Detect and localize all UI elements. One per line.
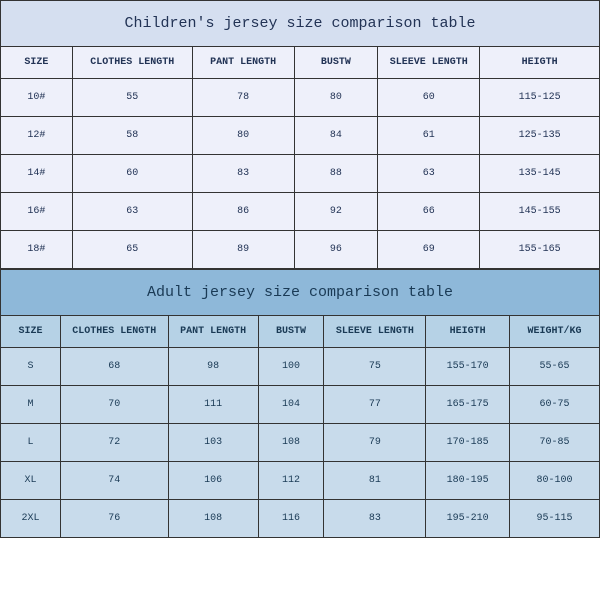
children-cell: 96 (294, 231, 378, 269)
adult-cell: 55-65 (510, 348, 600, 386)
children-cell: 12# (1, 117, 73, 155)
adult-header-row: SIZECLOTHES LENGTHPANT LENGTHBUSTWSLEEVE… (1, 316, 600, 348)
table-row: 10#55788060115-125 (1, 79, 600, 117)
children-title: Children's jersey size comparison table (1, 1, 600, 47)
adult-cell: 116 (258, 500, 324, 538)
children-cell: 18# (1, 231, 73, 269)
adult-cell: 180-195 (426, 462, 510, 500)
table-row: 18#65899669155-165 (1, 231, 600, 269)
adult-cell: 165-175 (426, 386, 510, 424)
adult-cell: 70-85 (510, 424, 600, 462)
children-header-cell: PANT LENGTH (192, 47, 294, 79)
adult-cell: 170-185 (426, 424, 510, 462)
table-row: S689810075155-17055-65 (1, 348, 600, 386)
children-cell: 60 (72, 155, 192, 193)
adult-header-cell: WEIGHT/KG (510, 316, 600, 348)
adult-cell: 76 (60, 500, 168, 538)
children-cell: 63 (72, 193, 192, 231)
children-cell: 60 (378, 79, 480, 117)
children-cell: 89 (192, 231, 294, 269)
children-cell: 58 (72, 117, 192, 155)
children-cell: 80 (294, 79, 378, 117)
children-cell: 14# (1, 155, 73, 193)
children-cell: 84 (294, 117, 378, 155)
adult-header-cell: SLEEVE LENGTH (324, 316, 426, 348)
children-header-cell: CLOTHES LENGTH (72, 47, 192, 79)
children-cell: 80 (192, 117, 294, 155)
adult-header-cell: CLOTHES LENGTH (60, 316, 168, 348)
table-row: 2XL7610811683195-21095-115 (1, 500, 600, 538)
children-cell: 86 (192, 193, 294, 231)
adult-cell: 106 (168, 462, 258, 500)
table-row: L7210310879170-18570-85 (1, 424, 600, 462)
adult-cell: 155-170 (426, 348, 510, 386)
adult-cell: 60-75 (510, 386, 600, 424)
table-row: M7011110477165-17560-75 (1, 386, 600, 424)
children-header-row: SIZECLOTHES LENGTHPANT LENGTHBUSTWSLEEVE… (1, 47, 600, 79)
adult-title-row: Adult jersey size comparison table (1, 270, 600, 316)
table-row: XL7410611281180-19580-100 (1, 462, 600, 500)
children-cell: 63 (378, 155, 480, 193)
adult-cell: 112 (258, 462, 324, 500)
adult-cell: 95-115 (510, 500, 600, 538)
adult-cell: 80-100 (510, 462, 600, 500)
adult-cell: 111 (168, 386, 258, 424)
adult-cell: 98 (168, 348, 258, 386)
table-row: 16#63869266145-155 (1, 193, 600, 231)
children-cell: 16# (1, 193, 73, 231)
adult-cell: 103 (168, 424, 258, 462)
children-cell: 65 (72, 231, 192, 269)
adult-cell: 100 (258, 348, 324, 386)
adult-cell: XL (1, 462, 61, 500)
children-cell: 10# (1, 79, 73, 117)
children-size-table: Children's jersey size comparison table … (0, 0, 600, 269)
children-cell: 88 (294, 155, 378, 193)
children-cell: 125-135 (480, 117, 600, 155)
adult-header-cell: BUSTW (258, 316, 324, 348)
adult-cell: 195-210 (426, 500, 510, 538)
children-cell: 155-165 (480, 231, 600, 269)
children-header-cell: BUSTW (294, 47, 378, 79)
adult-size-table: Adult jersey size comparison table SIZEC… (0, 269, 600, 538)
adult-cell: 108 (168, 500, 258, 538)
children-cell: 83 (192, 155, 294, 193)
children-header-cell: HEIGTH (480, 47, 600, 79)
children-cell: 145-155 (480, 193, 600, 231)
adult-cell: 83 (324, 500, 426, 538)
adult-cell: 2XL (1, 500, 61, 538)
children-cell: 55 (72, 79, 192, 117)
table-row: 14#60838863135-145 (1, 155, 600, 193)
table-row: 12#58808461125-135 (1, 117, 600, 155)
adult-title: Adult jersey size comparison table (1, 270, 600, 316)
adult-cell: 77 (324, 386, 426, 424)
adult-cell: 104 (258, 386, 324, 424)
children-cell: 92 (294, 193, 378, 231)
adult-cell: 68 (60, 348, 168, 386)
children-cell: 78 (192, 79, 294, 117)
adult-cell: 79 (324, 424, 426, 462)
adult-cell: 70 (60, 386, 168, 424)
adult-cell: 74 (60, 462, 168, 500)
adult-cell: 108 (258, 424, 324, 462)
adult-cell: 75 (324, 348, 426, 386)
children-cell: 69 (378, 231, 480, 269)
children-cell: 61 (378, 117, 480, 155)
adult-header-cell: SIZE (1, 316, 61, 348)
adult-cell: M (1, 386, 61, 424)
adult-cell: 81 (324, 462, 426, 500)
children-cell: 135-145 (480, 155, 600, 193)
children-cell: 115-125 (480, 79, 600, 117)
adult-header-cell: HEIGTH (426, 316, 510, 348)
children-header-cell: SLEEVE LENGTH (378, 47, 480, 79)
children-header-cell: SIZE (1, 47, 73, 79)
adult-cell: S (1, 348, 61, 386)
children-cell: 66 (378, 193, 480, 231)
adult-cell: 72 (60, 424, 168, 462)
children-title-row: Children's jersey size comparison table (1, 1, 600, 47)
adult-header-cell: PANT LENGTH (168, 316, 258, 348)
adult-cell: L (1, 424, 61, 462)
